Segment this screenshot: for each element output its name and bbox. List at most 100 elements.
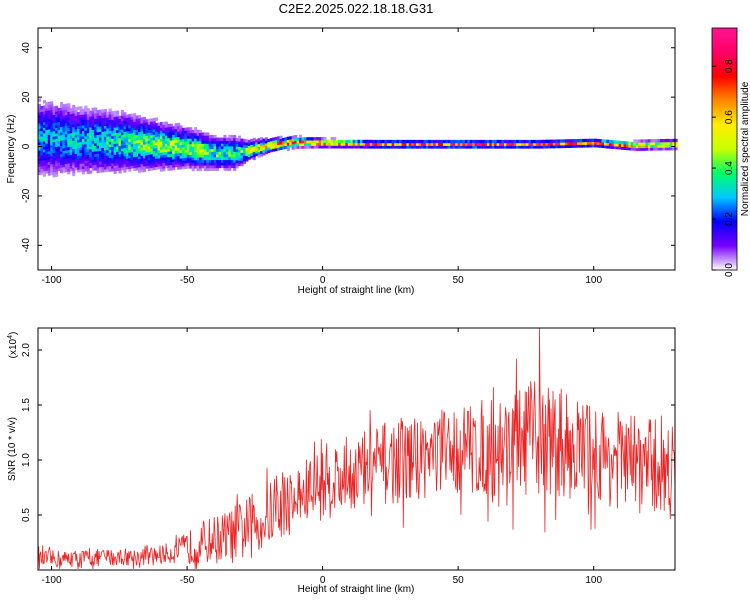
- spectrogram-cell: [189, 143, 193, 147]
- spectrogram-cell: [191, 132, 195, 136]
- spectrogram-cell: [133, 167, 137, 171]
- spectrogram-cell: [545, 145, 549, 149]
- spectrogram-cell: [167, 132, 171, 136]
- spectrogram-cell: [594, 138, 598, 143]
- spectrogram-cell: [130, 116, 134, 120]
- spectrogram-cell: [228, 167, 232, 171]
- spectrogram-cell: [189, 135, 193, 139]
- spectrogram-cell: [133, 121, 137, 125]
- spectrogram-cell: [274, 145, 278, 149]
- spectrogram-cell: [116, 137, 120, 142]
- spectrogram-cell: [238, 141, 242, 145]
- spectrogram-cell: [94, 150, 98, 155]
- spectrogram-cell: [69, 140, 73, 145]
- spectrogram-cell: [199, 132, 203, 136]
- spectrogram-cell: [47, 145, 51, 149]
- spectrogram-cell: [189, 149, 193, 153]
- spectrogram-cell: [362, 139, 366, 144]
- spectrogram-cell: [228, 140, 232, 144]
- spectrogram-cell: [672, 144, 676, 148]
- spectrogram-cell: [103, 139, 107, 143]
- spectrogram-cell: [116, 129, 120, 133]
- spectrogram-cell: [260, 142, 264, 146]
- spectrogram-cell: [67, 143, 71, 148]
- spectrogram-cell: [101, 155, 105, 159]
- spectrogram-cell: [50, 101, 54, 105]
- spectrogram-cell: [155, 122, 159, 127]
- spectrogram-cell: [69, 135, 73, 139]
- spectrogram-cell: [608, 145, 612, 149]
- spectrogram-cell: [55, 141, 59, 145]
- spectrogram-cell: [42, 149, 46, 153]
- spectrogram-cell: [62, 131, 66, 135]
- spectrogram-cell: [255, 139, 259, 143]
- spectrogram-cell: [79, 119, 83, 124]
- spectrogram-cell: [301, 142, 305, 147]
- spectrogram-cell: [374, 145, 378, 149]
- spectrogram-cell: [233, 159, 237, 163]
- spectrogram-cell: [169, 142, 173, 147]
- spectrogram-cell: [130, 154, 134, 158]
- spectrogram-cell: [140, 147, 144, 151]
- spectrogram-cell: [140, 117, 144, 121]
- spectrogram-cell: [225, 156, 229, 161]
- spectrogram-cell: [138, 126, 142, 130]
- spectrogram-cell: [199, 154, 203, 158]
- spectrogram-cell: [303, 142, 307, 147]
- spectrogram-cell: [47, 131, 51, 136]
- spectrogram-cell: [40, 119, 44, 123]
- spectrogram-cell: [235, 143, 239, 147]
- spectrogram-cell: [128, 154, 132, 159]
- spectrogram-cell: [235, 148, 239, 153]
- spectrogram-cell: [74, 156, 78, 160]
- spectrogram-cell: [145, 141, 149, 145]
- spectrogram-cell: [67, 111, 71, 115]
- spectrogram-cell: [108, 135, 112, 140]
- spectrogram-cell: [655, 139, 659, 143]
- spectrogram-cell: [147, 135, 151, 139]
- spectrogram-cell: [472, 142, 476, 146]
- spectrogram-cell: [508, 142, 512, 146]
- spectrogram-cell: [457, 145, 461, 149]
- spectrogram-cell: [274, 147, 278, 152]
- spectrogram-cell: [125, 120, 129, 124]
- spectrogram-cell: [160, 162, 164, 167]
- spectrogram-cell: [94, 145, 98, 149]
- spectrogram-cell: [86, 143, 90, 147]
- spectrogram-cell: [81, 160, 85, 164]
- spectrogram-cell: [216, 164, 220, 169]
- spectrogram-cell: [474, 142, 478, 146]
- spectrogram-cell: [123, 161, 127, 165]
- spectrogram-cell: [145, 132, 149, 137]
- spectrogram-cell: [91, 164, 95, 169]
- spectrogram-cell: [103, 133, 107, 137]
- spectrogram-cell: [60, 145, 64, 149]
- spectrogram-cell: [145, 160, 149, 164]
- spectrogram-cell: [186, 135, 190, 139]
- spectrogram-cell: [162, 165, 166, 169]
- spectrogram-cell: [240, 163, 244, 167]
- spectrogram-cell: [55, 119, 59, 123]
- spectrogram-cell: [213, 140, 217, 144]
- spectrogram-cell: [74, 166, 78, 171]
- spectrogram-cell: [469, 145, 473, 149]
- spectrogram-cell: [452, 139, 456, 144]
- spectrogram-cell: [223, 164, 227, 169]
- spectrogram-cell: [113, 127, 117, 131]
- spectrogram-cell: [155, 133, 159, 138]
- spectrogram-cell: [430, 139, 434, 144]
- spectrogram-cell: [260, 145, 264, 149]
- spectrogram-cell: [596, 141, 600, 145]
- spectrogram-cell: [94, 112, 98, 117]
- spectrogram-cell: [96, 118, 100, 122]
- spectrogram-cell: [206, 154, 210, 158]
- spectrogram-cell: [133, 137, 137, 142]
- snr-series-line: [37, 327, 676, 569]
- spectrogram-cell: [245, 152, 249, 157]
- spectrogram-cell: [138, 142, 142, 146]
- spectrogram-cell: [464, 145, 468, 149]
- spectrogram-cell: [367, 139, 371, 144]
- spectrogram-cell: [655, 141, 659, 146]
- spectrogram-cell: [123, 131, 127, 135]
- spectrogram-cell: [486, 139, 490, 144]
